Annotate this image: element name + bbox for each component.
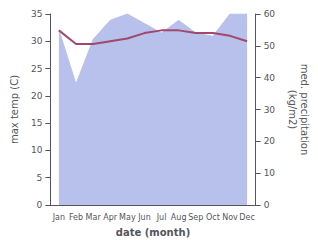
svg-text:0: 0 <box>264 200 270 210</box>
svg-text:Jan: Jan <box>52 213 65 222</box>
svg-text:10: 10 <box>31 145 43 155</box>
svg-text:0: 0 <box>37 200 43 210</box>
svg-text:10: 10 <box>264 168 276 178</box>
svg-text:30: 30 <box>264 105 276 115</box>
svg-text:25: 25 <box>31 64 42 74</box>
svg-text:date (month): date (month) <box>116 227 190 238</box>
svg-text:med. precipitation: med. precipitation <box>299 64 310 156</box>
svg-text:Feb: Feb <box>69 213 83 222</box>
svg-text:35: 35 <box>31 9 42 19</box>
svg-text:15: 15 <box>31 118 42 128</box>
svg-text:50: 50 <box>264 41 276 51</box>
svg-text:40: 40 <box>264 73 276 83</box>
svg-text:Oct: Oct <box>206 213 220 222</box>
svg-text:Dec: Dec <box>239 213 254 222</box>
svg-text:Jun: Jun <box>137 213 151 222</box>
svg-text:Sep: Sep <box>188 213 203 222</box>
svg-text:30: 30 <box>31 36 43 46</box>
svg-text:Apr: Apr <box>103 213 118 222</box>
svg-text:5: 5 <box>37 173 43 183</box>
svg-text:Mar: Mar <box>86 213 102 222</box>
svg-text:Nov: Nov <box>222 213 238 222</box>
svg-text:max temp (C): max temp (C) <box>9 75 20 144</box>
svg-text:(kg/m2): (kg/m2) <box>287 90 298 130</box>
svg-text:60: 60 <box>264 9 276 19</box>
svg-text:Jul: Jul <box>156 213 167 222</box>
svg-text:Aug: Aug <box>171 213 187 222</box>
svg-text:20: 20 <box>264 136 276 146</box>
svg-text:May: May <box>119 213 136 222</box>
svg-text:20: 20 <box>31 91 43 101</box>
